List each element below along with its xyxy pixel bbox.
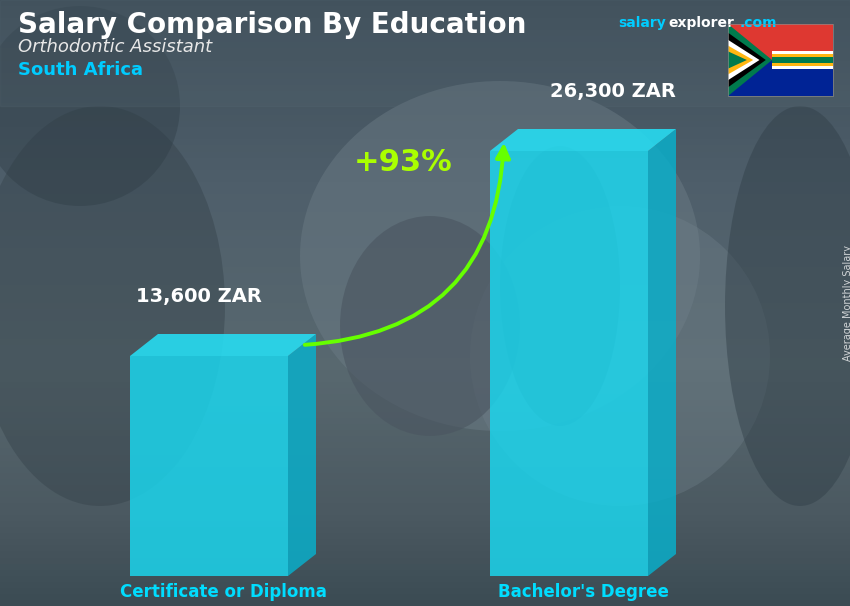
Bar <box>728 60 833 96</box>
Polygon shape <box>648 129 676 576</box>
Text: South Africa: South Africa <box>18 61 143 79</box>
Bar <box>772 57 833 63</box>
Ellipse shape <box>300 81 700 431</box>
Text: Average Monthly Salary: Average Monthly Salary <box>843 245 850 361</box>
Ellipse shape <box>0 6 180 206</box>
Ellipse shape <box>725 106 850 506</box>
Text: 26,300 ZAR: 26,300 ZAR <box>550 82 676 101</box>
Ellipse shape <box>470 206 770 506</box>
Text: salary: salary <box>618 16 666 30</box>
Text: Orthodontic Assistant: Orthodontic Assistant <box>18 38 212 56</box>
Bar <box>728 24 833 60</box>
Text: 13,600 ZAR: 13,600 ZAR <box>136 287 262 306</box>
Polygon shape <box>130 356 288 576</box>
Bar <box>728 24 833 96</box>
Text: Salary Comparison By Education: Salary Comparison By Education <box>18 11 526 39</box>
Text: +93%: +93% <box>354 148 452 177</box>
Ellipse shape <box>340 216 520 436</box>
FancyArrowPatch shape <box>305 147 509 345</box>
Text: explorer: explorer <box>668 16 734 30</box>
Polygon shape <box>728 52 747 68</box>
Polygon shape <box>728 45 753 75</box>
Ellipse shape <box>500 146 620 426</box>
Polygon shape <box>728 24 772 96</box>
Polygon shape <box>130 334 316 356</box>
Polygon shape <box>490 129 676 151</box>
Polygon shape <box>288 334 316 576</box>
Polygon shape <box>728 40 760 80</box>
Bar <box>772 52 833 68</box>
Polygon shape <box>490 151 648 576</box>
Bar <box>772 55 833 66</box>
Text: Certificate or Diploma: Certificate or Diploma <box>120 583 326 601</box>
Ellipse shape <box>0 106 225 506</box>
Text: Bachelor's Degree: Bachelor's Degree <box>497 583 668 601</box>
Text: .com: .com <box>740 16 778 30</box>
Polygon shape <box>728 33 766 87</box>
